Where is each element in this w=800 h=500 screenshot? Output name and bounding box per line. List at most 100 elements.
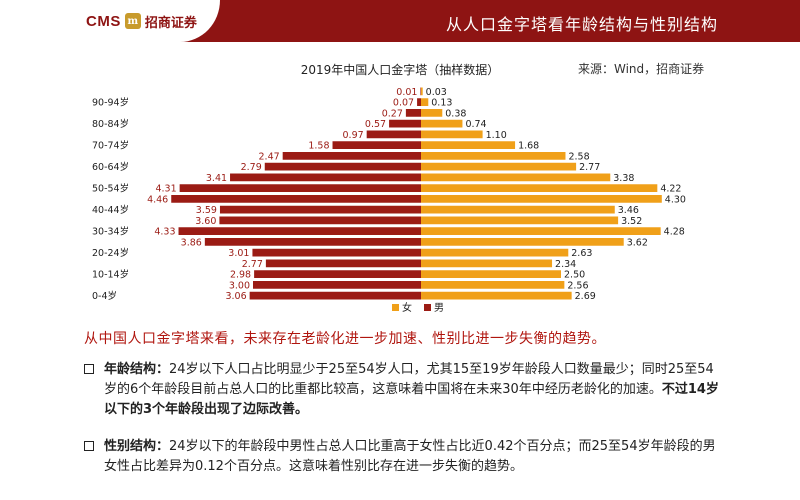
data-label-female: 3.46 bbox=[618, 205, 639, 216]
checkbox-bullet-icon bbox=[84, 441, 94, 451]
header-logo-area bbox=[0, 0, 220, 42]
data-label-male: 3.59 bbox=[196, 205, 217, 216]
data-label-female: 0.13 bbox=[431, 98, 452, 109]
bar-male bbox=[230, 173, 421, 182]
bar-male bbox=[366, 130, 421, 139]
bar-female bbox=[421, 141, 516, 149]
bar-female bbox=[421, 281, 565, 289]
data-label-male: 0.57 bbox=[365, 119, 386, 130]
legend-swatch-female bbox=[392, 304, 399, 311]
bar-female bbox=[421, 259, 553, 268]
bar-male bbox=[219, 205, 421, 214]
tick-label: 60-64岁 bbox=[92, 161, 129, 173]
tick-label: 30-34岁 bbox=[92, 226, 129, 238]
data-label-male: 4.46 bbox=[147, 194, 168, 205]
bar-male bbox=[282, 152, 421, 160]
bar-female bbox=[421, 216, 619, 225]
bullet-label: 性别结构： bbox=[104, 439, 170, 454]
data-label-female: 1.10 bbox=[486, 130, 507, 141]
population-pyramid-chart: 2019年中国人口金字塔（抽样数据）3.06 2.690-4岁3.00 2.562.… bbox=[92, 62, 686, 314]
bar-female bbox=[421, 195, 662, 203]
logo-mark-icon: m bbox=[124, 13, 141, 29]
bullet-bold-text: 不过14岁以下的3个年龄段出现了边际改善。 bbox=[104, 382, 719, 417]
page-title: 从人口金字塔看年龄结构与性别结构 bbox=[445, 15, 718, 34]
data-label-female: 3.62 bbox=[627, 237, 648, 248]
chart-title: 2019年中国人口金字塔（抽样数据） bbox=[301, 62, 500, 77]
summary-text: 从中国人口金字塔来看，未来存在老龄化进一步加速、性别比进一步失衡的趋势。 bbox=[84, 331, 606, 347]
legend-swatch-male bbox=[424, 304, 431, 311]
data-label-female: 2.58 bbox=[568, 151, 589, 162]
data-label-female: 0.03 bbox=[426, 87, 447, 98]
bar-male bbox=[420, 87, 421, 96]
checkbox-bullet-icon bbox=[84, 364, 94, 374]
company-logo: CMS m 招商证券 bbox=[86, 12, 197, 31]
bar-female bbox=[421, 184, 658, 192]
bar-female bbox=[421, 98, 429, 106]
logo-text: CMS bbox=[86, 12, 121, 30]
bar-female bbox=[421, 87, 423, 96]
data-label-female: 4.30 bbox=[665, 194, 686, 205]
tick-label: 50-54岁 bbox=[92, 183, 129, 195]
data-label-male: 3.01 bbox=[228, 248, 249, 259]
data-label-male: 3.41 bbox=[206, 173, 227, 184]
data-label-male: 3.00 bbox=[229, 280, 250, 291]
data-label-female: 0.38 bbox=[445, 108, 466, 119]
data-label-male: 0.97 bbox=[343, 130, 364, 141]
tick-label: 40-44岁 bbox=[92, 204, 129, 216]
bar-male bbox=[265, 259, 421, 268]
bar-female bbox=[421, 205, 615, 214]
bar-female bbox=[421, 248, 569, 257]
bar-male bbox=[219, 216, 421, 225]
header-bar: CMS m 招商证券 从人口金字塔看年龄结构与性别结构 bbox=[0, 0, 800, 42]
data-label-male: 0.27 bbox=[382, 108, 403, 119]
bar-male bbox=[254, 270, 421, 278]
data-label-male: 4.33 bbox=[154, 227, 175, 238]
data-label-female: 4.28 bbox=[664, 227, 685, 238]
data-label-female: 2.63 bbox=[571, 248, 592, 259]
bar-male bbox=[389, 119, 421, 128]
chart-source: 来源：Wind，招商证券 bbox=[578, 62, 705, 76]
bullet-text: 24岁以下人口占比明显少于25至54岁人口，尤其15至19岁年龄段人口数量最少；… bbox=[104, 362, 714, 397]
tick-label: 90-94岁 bbox=[92, 97, 129, 109]
tick-label: 70-74岁 bbox=[92, 140, 129, 152]
bar-female bbox=[421, 162, 577, 171]
data-label-female: 2.56 bbox=[567, 280, 588, 291]
bar-male bbox=[405, 109, 421, 117]
bar-male bbox=[332, 141, 421, 149]
data-label-female: 2.69 bbox=[575, 291, 596, 302]
data-label-female: 1.68 bbox=[518, 141, 539, 152]
data-label-female: 4.22 bbox=[660, 184, 681, 195]
bar-female bbox=[421, 270, 561, 278]
bar-male bbox=[253, 281, 421, 289]
bar-male bbox=[417, 98, 421, 106]
data-label-male: 0.01 bbox=[396, 87, 417, 98]
data-label-male: 2.77 bbox=[242, 259, 263, 270]
bar-male bbox=[178, 227, 421, 235]
bullet-label: 年龄结构： bbox=[104, 362, 170, 377]
bar-male bbox=[249, 291, 421, 300]
bar-female bbox=[421, 152, 566, 160]
data-label-male: 2.98 bbox=[230, 270, 251, 281]
bar-male bbox=[252, 248, 421, 257]
bar-male bbox=[179, 184, 421, 192]
tick-label: 20-24岁 bbox=[92, 247, 129, 259]
bar-female bbox=[421, 119, 463, 128]
data-label-female: 2.34 bbox=[555, 259, 576, 270]
bar-male bbox=[171, 195, 421, 203]
data-label-male: 1.58 bbox=[308, 141, 329, 152]
bar-male bbox=[264, 162, 421, 171]
bar-female bbox=[421, 227, 661, 235]
data-label-female: 0.74 bbox=[465, 119, 486, 130]
data-label-male: 3.06 bbox=[225, 291, 246, 302]
data-label-male: 3.60 bbox=[195, 216, 216, 227]
bar-female bbox=[421, 291, 572, 300]
data-label-male: 3.86 bbox=[181, 237, 202, 248]
bar-female bbox=[421, 238, 624, 246]
bar-female bbox=[421, 130, 483, 139]
data-label-female: 2.50 bbox=[564, 270, 585, 281]
data-label-male: 2.79 bbox=[241, 162, 262, 173]
logo-company-name: 招商证券 bbox=[144, 15, 197, 31]
data-label-female: 3.38 bbox=[613, 173, 634, 184]
tick-label: 0-4岁 bbox=[92, 290, 117, 302]
data-label-male: 0.07 bbox=[393, 98, 414, 109]
